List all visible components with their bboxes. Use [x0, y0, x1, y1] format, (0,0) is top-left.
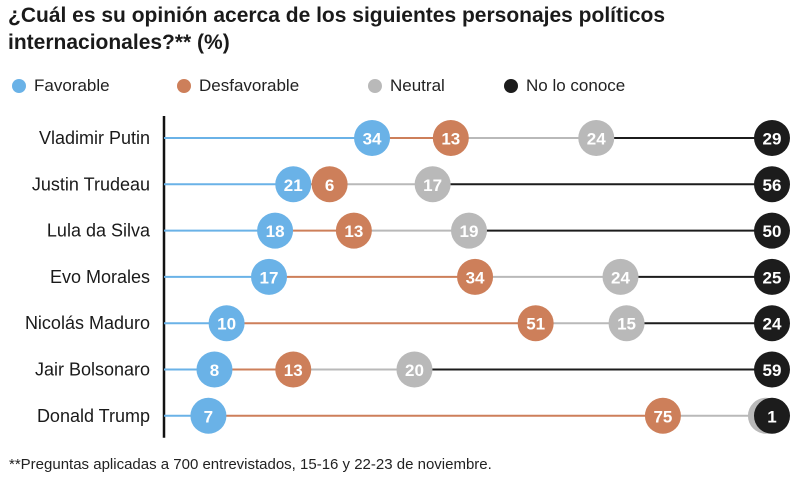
category-label-nicolas-maduro: Nicolás Maduro [25, 313, 150, 333]
category-label-justin-trudeau: Justin Trudeau [32, 174, 150, 194]
dot-chart: Vladimir Putin 34 13 24 29 Justin Trudeau 21 6 1… [25, 116, 790, 438]
dot-desfavorable-lula-da-silva [335, 212, 372, 249]
legend-swatch-no-lo-conoce [504, 79, 518, 93]
category-label-vladimir-putin: Vladimir Putin [39, 128, 150, 148]
data-label-no-lo-conoce-donald-trump: 1 [767, 407, 776, 426]
data-label-neutral-vladimir-putin: 24 [587, 130, 606, 149]
dot-no-lo-conoce-lula-da-silva [754, 212, 790, 249]
data-label-desfavorable-justin-trudeau: 6 [325, 176, 334, 195]
dot-neutral-evo-morales [602, 258, 639, 295]
data-label-neutral-evo-morales: 24 [611, 268, 630, 287]
dot-neutral-jair-bolsonaro [396, 351, 433, 388]
data-label-neutral-nicolas-maduro: 15 [617, 315, 636, 334]
dot-favorable-nicolas-maduro [208, 305, 245, 342]
dot-favorable-justin-trudeau [275, 166, 312, 203]
dot-neutral-justin-trudeau [414, 166, 451, 203]
dot-no-lo-conoce-evo-morales [754, 258, 790, 295]
data-label-no-lo-conoce-evo-morales: 25 [763, 268, 782, 287]
dot-desfavorable-donald-trump [644, 397, 681, 434]
dot-neutral-lula-da-silva [451, 212, 487, 249]
dot-desfavorable-evo-morales [457, 258, 494, 295]
dot-desfavorable-vladimir-putin [432, 120, 469, 156]
data-label-favorable-lula-da-silva: 18 [266, 222, 285, 241]
legend-label-neutral: Neutral [390, 76, 445, 95]
legend-item-favorable: Favorable [12, 74, 110, 98]
data-label-no-lo-conoce-jair-bolsonaro: 59 [763, 361, 782, 380]
dot-neutral-vladimir-putin [578, 120, 615, 156]
dot-neutral-nicolas-maduro [608, 305, 645, 342]
dot-no-lo-conoce-justin-trudeau [754, 166, 790, 203]
dot-desfavorable-jair-bolsonaro [275, 351, 312, 388]
data-label-favorable-evo-morales: 17 [260, 268, 279, 287]
data-label-desfavorable-jair-bolsonaro: 13 [284, 361, 303, 380]
legend-swatch-neutral [368, 79, 382, 93]
dot-favorable-lula-da-silva [257, 212, 294, 249]
chart-title: ¿Cuál es su opinión acerca de los siguie… [8, 4, 666, 54]
legend-label-no-lo-conoce: No lo conoce [526, 76, 626, 95]
dot-no-lo-conoce-nicolas-maduro [754, 305, 790, 342]
data-label-favorable-justin-trudeau: 21 [284, 176, 303, 195]
footnote: **Preguntas aplicadas a 700 entrevistado… [9, 456, 492, 473]
legend-label-favorable: Favorable [34, 76, 110, 95]
data-label-desfavorable-vladimir-putin: 13 [441, 130, 460, 149]
category-label-donald-trump: Donald Trump [37, 406, 150, 426]
data-label-no-lo-conoce-vladimir-putin: 29 [763, 130, 782, 149]
data-label-favorable-jair-bolsonaro: 8 [210, 361, 219, 380]
legend-swatch-favorable [12, 79, 26, 93]
data-label-favorable-donald-trump: 7 [204, 407, 213, 426]
dot-favorable-vladimir-putin [354, 120, 391, 156]
legend-swatch-desfavorable [177, 79, 191, 93]
legend-item-desfavorable: Desfavorable [177, 74, 299, 98]
legend-item-neutral: Neutral [368, 74, 445, 98]
data-label-desfavorable-nicolas-maduro: 51 [526, 315, 545, 334]
dot-no-lo-conoce-donald-trump [754, 397, 790, 434]
legend-item-no-lo-conoce: No lo conoce [504, 74, 625, 98]
legend: Favorable Desfavorable Neutral No lo con… [12, 74, 792, 98]
data-label-desfavorable-evo-morales: 34 [466, 268, 485, 287]
data-label-no-lo-conoce-nicolas-maduro: 24 [763, 315, 782, 334]
category-label-jair-bolsonaro: Jair Bolsonaro [35, 360, 150, 380]
data-label-favorable-vladimir-putin: 34 [363, 130, 382, 149]
data-label-no-lo-conoce-justin-trudeau: 56 [763, 176, 782, 195]
data-label-favorable-nicolas-maduro: 10 [217, 315, 236, 334]
dot-favorable-evo-morales [251, 258, 288, 295]
data-label-desfavorable-donald-trump: 75 [653, 407, 672, 426]
category-label-evo-morales: Evo Morales [50, 267, 150, 287]
data-label-no-lo-conoce-lula-da-silva: 50 [763, 222, 782, 241]
data-label-neutral-jair-bolsonaro: 20 [405, 361, 424, 380]
category-label-lula-da-silva: Lula da Silva [47, 221, 151, 241]
dot-no-lo-conoce-vladimir-putin [754, 120, 790, 156]
data-label-neutral-lula-da-silva: 19 [460, 222, 479, 241]
dot-desfavorable-justin-trudeau [311, 166, 348, 203]
dot-favorable-donald-trump [190, 397, 227, 434]
legend-label-desfavorable: Desfavorable [199, 76, 300, 95]
dot-no-lo-conoce-jair-bolsonaro [754, 351, 790, 388]
dot-desfavorable-nicolas-maduro [517, 305, 554, 342]
data-label-neutral-justin-trudeau: 17 [423, 176, 442, 195]
dot-favorable-jair-bolsonaro [196, 351, 233, 388]
data-label-desfavorable-lula-da-silva: 13 [344, 222, 363, 241]
